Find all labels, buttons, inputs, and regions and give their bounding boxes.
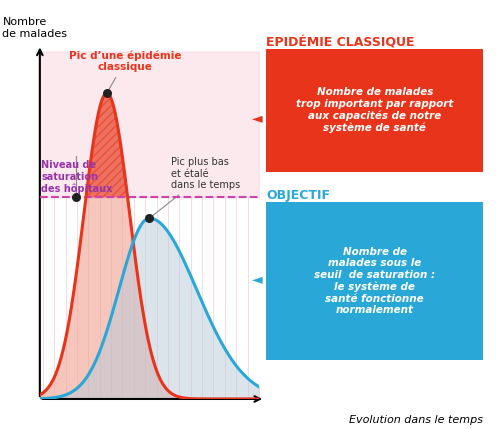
Text: OBJECTIF
DU GOUVERNEMENT: OBJECTIF DU GOUVERNEMENT xyxy=(266,189,408,217)
Text: Nombre
de malades: Nombre de malades xyxy=(2,17,68,39)
Text: Nombre de malades
trop important par rapport
aux capacités de notre
système de s: Nombre de malades trop important par rap… xyxy=(296,88,454,133)
Text: Evolution dans le temps: Evolution dans le temps xyxy=(349,415,483,425)
Text: ◄: ◄ xyxy=(252,272,262,286)
Text: ◄: ◄ xyxy=(252,111,262,125)
Text: EPIDÉMIE CLASSIQUE: EPIDÉMIE CLASSIQUE xyxy=(266,36,415,49)
Text: Pic d’une épidémie
classique: Pic d’une épidémie classique xyxy=(69,50,181,91)
Text: Nombre de
malades sous le
seuil  de saturation :
le système de
santé fonctionne
: Nombre de malades sous le seuil de satur… xyxy=(314,247,435,315)
Text: Pic plus bas
et étalé
dans le temps: Pic plus bas et étalé dans le temps xyxy=(151,157,240,217)
Text: Niveau de
saturation
des hôpitaux: Niveau de saturation des hôpitaux xyxy=(41,160,113,194)
